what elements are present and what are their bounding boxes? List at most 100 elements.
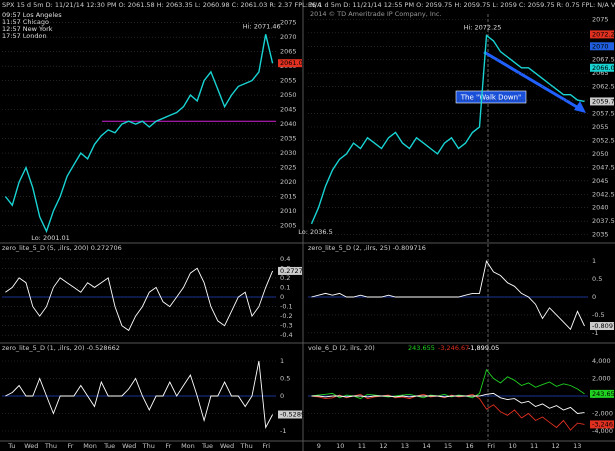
x-tick-label: 11 xyxy=(358,442,366,450)
x-tick-label: Thu xyxy=(142,442,155,450)
y-tick-label: -2,000 xyxy=(592,410,613,418)
price-tag xyxy=(590,63,614,72)
header-value: -1,899.05 xyxy=(468,344,499,352)
price-tag-label: 2070 xyxy=(592,42,609,50)
y-tick-label: 2057.5 xyxy=(592,110,615,118)
y-tick-label: 2005 xyxy=(280,222,297,230)
y-tick-label: 2030 xyxy=(280,149,297,157)
price-tag xyxy=(590,389,614,398)
indicator-line xyxy=(311,392,585,414)
indicator-line xyxy=(311,260,585,331)
x-tick-label: 11 xyxy=(530,442,538,450)
y-tick-label: 2040 xyxy=(280,120,297,128)
price-tag xyxy=(590,42,614,51)
y-tick-label: -4,000 xyxy=(592,427,613,435)
indicator-line xyxy=(311,368,585,400)
x-tick-label: Tue xyxy=(201,442,213,450)
y-tick-label: 2070 xyxy=(280,33,297,41)
price-tag xyxy=(590,420,614,429)
clock: 12:57 New York xyxy=(2,25,53,33)
x-tick-label: Tu xyxy=(7,442,15,450)
y-tick-label: -0.5 xyxy=(592,311,605,319)
y-tick-label: 0.4 xyxy=(280,255,290,263)
y-tick-label: 0 xyxy=(280,293,284,301)
hi-label: Hi: 2071.46 xyxy=(243,22,281,30)
x-tick-label: Mon xyxy=(83,442,97,450)
y-tick-label: -1 xyxy=(592,329,598,337)
y-tick-label: 0 xyxy=(592,293,596,301)
x-tick-label: 10 xyxy=(336,442,344,450)
price-tag xyxy=(590,97,614,106)
y-tick-label: 0 xyxy=(280,392,284,400)
y-tick-label: 2065 xyxy=(280,48,297,56)
price-tag-label: 243.655 xyxy=(592,390,615,398)
x-tick-label: Wed xyxy=(122,442,136,450)
y-tick-label: -1 xyxy=(280,427,286,435)
clock: 11:57 Chicago xyxy=(2,18,49,26)
x-tick-label: Fr xyxy=(68,442,74,450)
y-tick-label: 2042.5 xyxy=(592,190,615,198)
price-tag-label: 2059.75 xyxy=(592,97,615,105)
price-tag-label: -3,246.7 xyxy=(592,420,615,428)
panel-subtitle: 2014 © TD Ameritrade IP Company, Inc. xyxy=(310,10,442,18)
x-tick-label: Thu xyxy=(44,442,57,450)
x-tick-label: 14 xyxy=(422,442,430,450)
y-tick-label: 0.2 xyxy=(280,274,290,282)
y-tick-label: 2055 xyxy=(280,77,297,85)
indicator-line xyxy=(5,267,274,332)
price-tag-label: -0.5289 xyxy=(280,411,305,419)
y-tick-label: 2062.5 xyxy=(592,83,615,91)
y-tick-label: 2047.5 xyxy=(592,163,615,171)
y-tick-label: 4,000 xyxy=(592,357,611,365)
y-tick-label: 2035 xyxy=(280,135,297,143)
y-tick-label: 2035 xyxy=(592,231,609,239)
panel-header: ES 1 d 5m D: 11/21/14 12:55 PM O: 2059.7… xyxy=(308,1,615,9)
x-tick-label: 12 xyxy=(552,442,560,450)
price-tag xyxy=(278,266,302,275)
price-tag xyxy=(278,59,302,68)
y-tick-label: 2020 xyxy=(280,178,297,186)
x-tick-label: Wed xyxy=(24,442,38,450)
hi-label: Hi: 2072.25 xyxy=(464,24,502,32)
x-tick-label: 12 xyxy=(379,442,387,450)
x-tick-label: 15 xyxy=(444,442,452,450)
lo-label: Lo: 2001.01 xyxy=(31,234,70,242)
y-tick-label: 2067.5 xyxy=(592,56,615,64)
lo-label: Lo: 2036.5 xyxy=(298,228,332,236)
price-tag-label: 0.2727 xyxy=(280,267,303,275)
y-tick-label: -0.4 xyxy=(280,331,293,339)
y-tick-label: 2055 xyxy=(592,123,609,131)
price-tag-label: -0.8097 xyxy=(592,322,615,330)
x-tick-label: Wed xyxy=(220,442,234,450)
walk-down-arrow xyxy=(483,50,583,112)
annotation: The "Walk Down" xyxy=(460,94,522,102)
indicator-line xyxy=(5,360,273,430)
panel-header: zero_lite_5_D (2, ,ilrs, 25) -0.809716 xyxy=(308,244,426,252)
y-tick-label: 2040 xyxy=(592,204,609,212)
header-value: 243.655 xyxy=(408,344,435,352)
x-tick-label: 13 xyxy=(573,442,581,450)
y-tick-label: 2010 xyxy=(280,207,297,215)
price-tag xyxy=(278,410,302,419)
y-tick-label: 2,000 xyxy=(592,375,611,383)
y-tick-label: 2015 xyxy=(280,193,297,201)
x-tick-label: Fr xyxy=(165,442,171,450)
price-tag-label: 2066.01 xyxy=(592,64,615,72)
clock: 09:57 Los Angeles xyxy=(2,11,62,19)
price-tag-label: 2072.21 xyxy=(592,30,615,38)
y-tick-label: 0.5 xyxy=(280,375,290,383)
y-tick-label: 2075 xyxy=(280,19,297,27)
x-tick-label: 9 xyxy=(317,442,321,450)
y-tick-label: 2050 xyxy=(280,91,297,99)
price-tag xyxy=(590,322,614,331)
y-tick-label: 1 xyxy=(280,357,284,365)
x-tick-label: Thu xyxy=(240,442,253,450)
y-tick-label: 2075 xyxy=(592,15,609,23)
price-line xyxy=(4,34,274,234)
y-tick-label: 2025 xyxy=(280,164,297,172)
y-tick-label: 1 xyxy=(592,257,596,265)
panel-header: SPX 15 d 5m D: 11/21/14 12:30 PM O: 2061… xyxy=(2,1,322,9)
panel-header: vole_6_D (2, ilrs, 20) xyxy=(308,344,375,352)
x-tick-label: 10 xyxy=(508,442,516,450)
